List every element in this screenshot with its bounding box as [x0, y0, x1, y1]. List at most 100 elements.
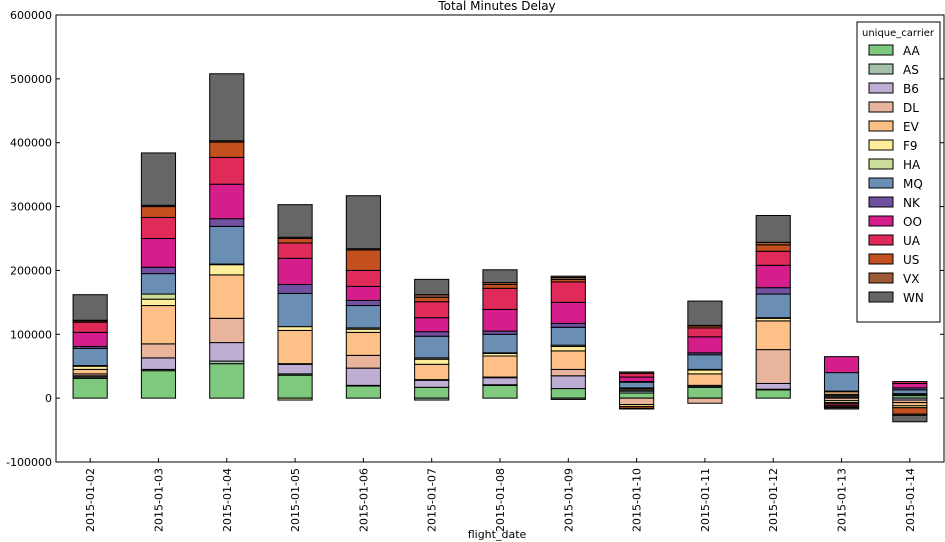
legend-swatch	[868, 177, 894, 189]
bar-segment	[755, 293, 791, 319]
y-tick-label: 200000	[10, 264, 52, 277]
bar-segment	[140, 305, 177, 345]
legend-swatch	[868, 234, 894, 246]
bar-segment	[140, 152, 177, 206]
bar-segment	[482, 377, 518, 386]
bar-segment	[687, 336, 723, 354]
bar-segment	[209, 156, 245, 185]
bar-segment	[345, 195, 381, 250]
bar-segment	[687, 397, 723, 404]
x-axis-label: flight_date	[468, 528, 527, 541]
bar-segment	[414, 397, 450, 401]
bar-segment	[482, 384, 518, 399]
bar-segment	[209, 218, 245, 227]
bar-segment	[687, 354, 723, 370]
bar-segment	[277, 283, 313, 294]
legend-swatch	[868, 120, 894, 132]
bar-segment	[755, 389, 791, 399]
bar-segment	[550, 345, 586, 352]
x-tick-label: 2015-01-08	[494, 468, 507, 532]
bar-segment	[140, 343, 177, 359]
bar-segment	[619, 372, 655, 378]
bar-segment	[72, 368, 108, 375]
bar-segment	[550, 388, 586, 399]
bar-segment	[414, 386, 450, 399]
bar-segment	[277, 374, 313, 399]
legend-swatch	[868, 139, 894, 151]
bar-segment	[892, 414, 928, 423]
bar-segment	[823, 372, 860, 392]
bar-segment	[755, 320, 791, 351]
bar-segment	[823, 356, 860, 374]
bar-segment	[414, 317, 450, 333]
bar-segment	[755, 287, 791, 295]
y-tick-label: 0	[45, 392, 52, 405]
y-tick-label: 100000	[10, 328, 52, 341]
bar-segment	[414, 296, 450, 303]
legend-swatch	[868, 215, 894, 227]
legend-label: AS	[903, 63, 919, 77]
bar-segment	[277, 292, 313, 328]
bar-segment	[345, 305, 381, 329]
bar-segment	[209, 317, 245, 344]
bar-segment	[277, 326, 313, 331]
bar-segment	[550, 350, 586, 370]
x-tick-label: 2015-01-02	[84, 468, 97, 532]
bar-segment	[209, 264, 245, 276]
x-tick-label: 2015-01-13	[836, 468, 849, 532]
x-tick-label: 2015-01-05	[289, 468, 302, 532]
bar-segment	[687, 300, 723, 326]
legend-label: DL	[903, 101, 919, 115]
bar-segment	[72, 331, 108, 347]
bar-segment	[482, 308, 518, 332]
y-tick-label: 400000	[10, 137, 52, 150]
x-tick-label: 2015-01-12	[767, 468, 780, 532]
bar-segment	[892, 389, 928, 395]
bar-segment	[277, 397, 313, 401]
bar-segment	[209, 225, 245, 265]
x-tick-label: 2015-01-09	[562, 468, 575, 532]
bar-segment	[277, 257, 313, 285]
legend-swatch	[868, 253, 894, 265]
bar-segment	[140, 293, 177, 300]
plot-frame	[55, 14, 945, 463]
legend-swatch	[868, 158, 894, 170]
bar-segment	[550, 301, 586, 324]
bar-segment	[892, 382, 928, 389]
legend-title: unique_carrier	[862, 28, 935, 39]
bar-segment	[619, 376, 655, 383]
bar-segment	[345, 299, 381, 307]
y-tick-label: 600000	[10, 9, 52, 22]
bar-segment	[209, 141, 245, 158]
bar-segment	[823, 407, 860, 410]
bar-segment	[140, 206, 177, 218]
legend-swatch	[868, 101, 894, 113]
legend-label: F9	[903, 139, 918, 153]
bar-segment	[414, 301, 450, 319]
legend-swatch	[868, 44, 894, 56]
bar-segment	[414, 331, 450, 337]
bar-segment	[140, 357, 177, 370]
x-tick-label: 2015-01-07	[426, 468, 439, 532]
x-tick-label: 2015-01-10	[631, 468, 644, 532]
bar-segment	[619, 381, 655, 389]
bar-segment	[550, 368, 586, 377]
bar-segment	[140, 273, 177, 295]
bar-segment	[345, 331, 381, 356]
x-tick-label: 2015-01-06	[357, 468, 370, 532]
bar-segment	[209, 183, 245, 220]
bar-segment	[414, 358, 450, 365]
bar-segment	[482, 283, 518, 289]
legend-label: WN	[903, 291, 924, 305]
x-tick-label: 2015-01-03	[152, 468, 165, 532]
bar-segment	[482, 355, 518, 378]
legend-label: NK	[903, 196, 921, 210]
bar-segment	[414, 379, 450, 388]
x-tick-label: 2015-01-04	[221, 468, 234, 532]
bar-segment	[414, 335, 450, 359]
bar-segment	[550, 326, 586, 346]
legend-swatch	[868, 82, 894, 94]
bar-segment	[550, 322, 586, 328]
bar-segment	[140, 216, 177, 239]
